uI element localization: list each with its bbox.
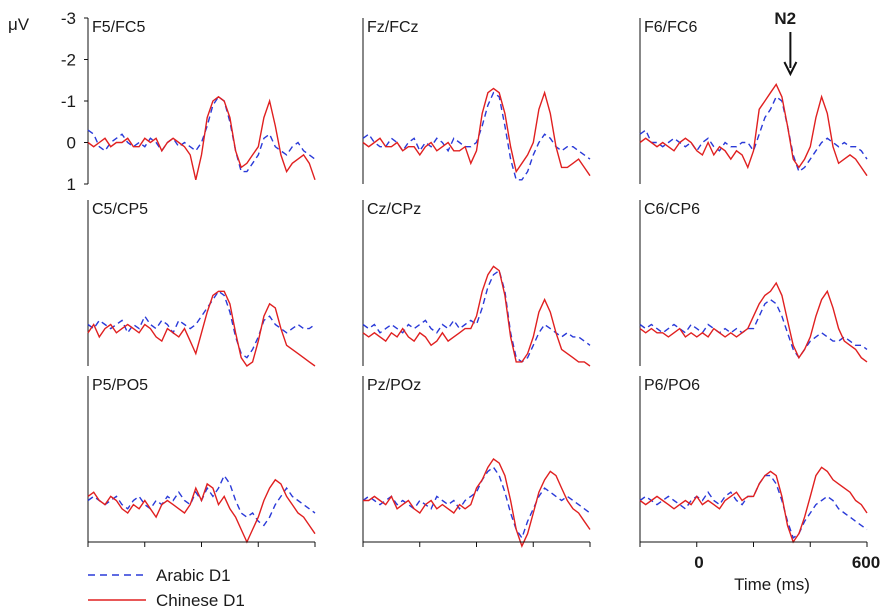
panel-title: P5/PO5	[92, 377, 148, 394]
panel-title: F6/FC6	[644, 19, 697, 36]
panel-title: Cz/CPz	[367, 201, 421, 218]
series-line-arabic-d1	[639, 95, 868, 173]
y-tick-label: 1	[67, 175, 76, 194]
x-tick-0: 0	[694, 553, 703, 572]
series-line-chinese-d1	[87, 290, 316, 367]
legend-label-arabic: Arabic D1	[156, 566, 231, 585]
series-line-chinese-d1	[639, 466, 868, 544]
panel-p6-po6: P6/PO6	[639, 376, 868, 547]
series-line-arabic-d1	[639, 298, 868, 359]
panel-title: Pz/POz	[367, 377, 421, 394]
panel-c6-cp6: C6/CP6	[639, 200, 868, 366]
axis-group: -3 -2 -1 0 1	[61, 9, 76, 194]
series-line-arabic-d1	[639, 474, 868, 540]
series-line-arabic-d1	[87, 95, 316, 173]
series-line-chinese-d1	[362, 87, 591, 177]
series-line-chinese-d1	[639, 281, 868, 363]
series-line-arabic-d1	[362, 91, 591, 181]
panel-p5-po5: P5/PO5	[87, 376, 316, 547]
panel-title: P6/PO6	[644, 377, 700, 394]
series-line-arabic-d1	[87, 290, 316, 359]
panel-fz-fcz: Fz/FCz	[362, 18, 591, 184]
panel-c5-cp5: C5/CP5	[87, 200, 316, 367]
panel-title: Fz/FCz	[367, 19, 419, 36]
series-line-chinese-d1	[87, 478, 316, 544]
panel-cz-cpz: Cz/CPz	[362, 200, 591, 367]
y-tick-label: 0	[67, 134, 76, 153]
n2-annotation: N2	[774, 9, 798, 77]
x-axis-label: Time (ms)	[734, 575, 810, 594]
panel-group: F5/FC5 Fz/FCz F6/FC6 C5/CP5 Cz/CPz C6/CP6 P5/P…	[84, 17, 868, 548]
y-tick-label: -2	[61, 51, 76, 70]
y-tick-label: -3	[61, 9, 76, 28]
n2-arrow-head	[783, 61, 798, 77]
panel-f5-fc5: F5/FC5	[84, 17, 316, 185]
panel-title: C5/CP5	[92, 201, 148, 218]
panel-title: C6/CP6	[644, 201, 700, 218]
n2-label: N2	[774, 9, 796, 28]
panel-title: F5/FC5	[92, 19, 145, 36]
y-unit-label: μV	[8, 15, 30, 34]
series-line-chinese-d1	[362, 265, 591, 367]
series-line-chinese-d1	[639, 82, 868, 177]
series-line-chinese-d1	[87, 95, 316, 181]
series-line-chinese-d1	[363, 458, 591, 548]
legend-label-chinese: Chinese D1	[156, 591, 245, 609]
series-line-arabic-d1	[362, 466, 591, 540]
x-tick-600: 600	[852, 553, 880, 572]
panel-pz-poz: Pz/POz	[362, 376, 591, 548]
y-tick-label: -1	[61, 92, 76, 111]
panel-f6-fc6: F6/FC6	[639, 18, 868, 184]
legend: Arabic D1 Chinese D1	[88, 566, 245, 610]
